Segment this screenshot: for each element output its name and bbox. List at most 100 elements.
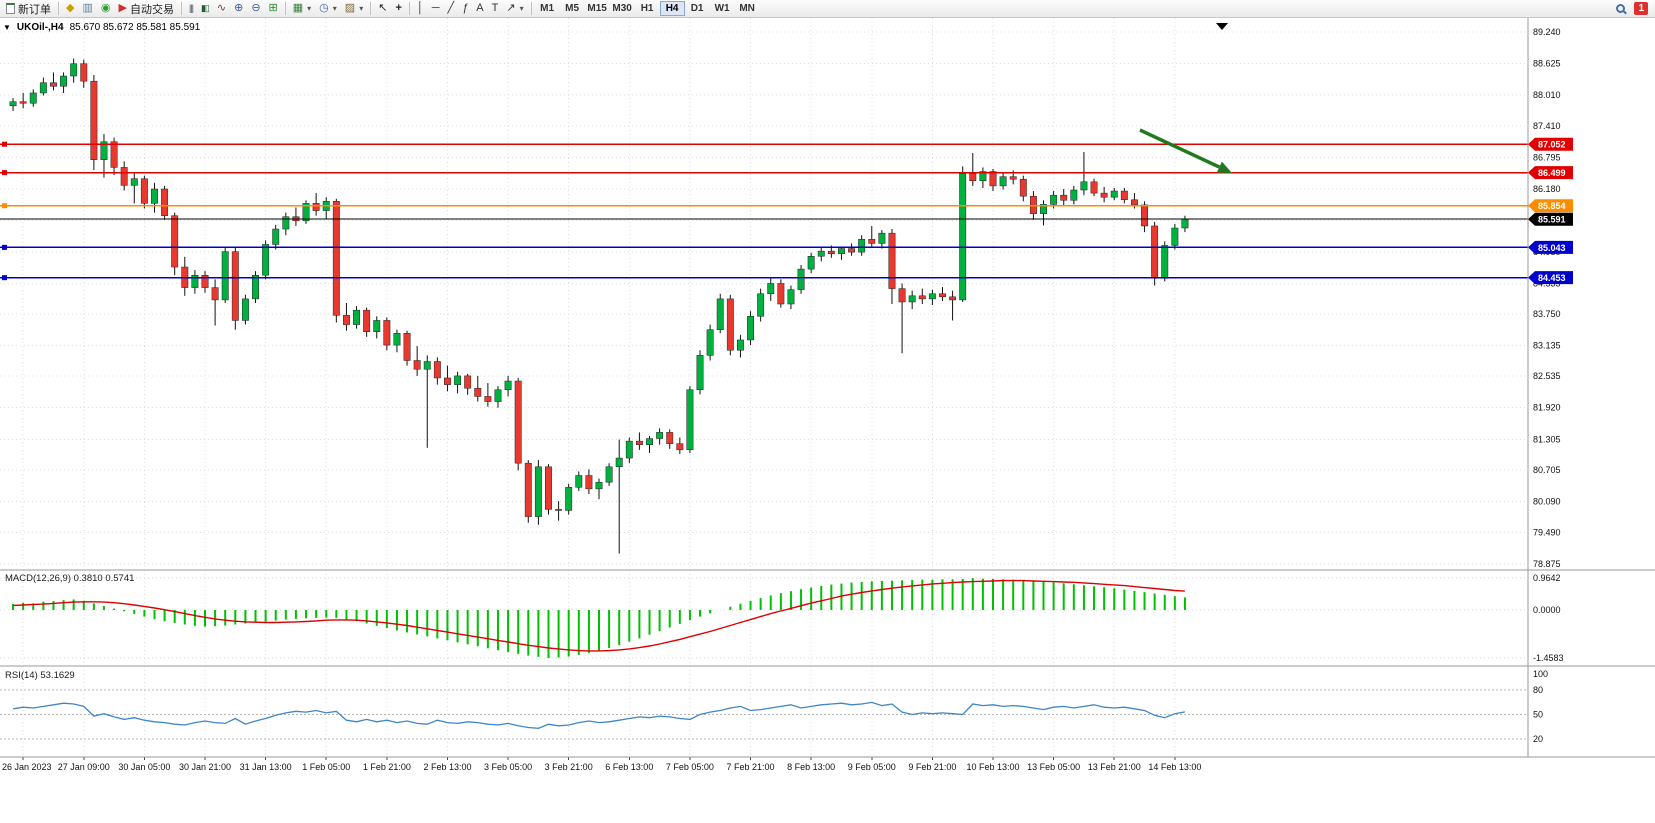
price-axis-label: 81.920 bbox=[1533, 403, 1561, 413]
templates-button[interactable]: ▨ ▾ bbox=[341, 1, 367, 17]
bear-candle bbox=[918, 295, 926, 300]
cursor-button[interactable]: ↖ bbox=[374, 1, 391, 17]
bear-candle bbox=[1029, 195, 1037, 214]
bull-candle bbox=[423, 361, 431, 370]
timeframe-mn[interactable]: MN bbox=[735, 1, 760, 16]
bear-candle bbox=[403, 333, 411, 361]
periods-button[interactable]: ◷ ▾ bbox=[315, 1, 341, 17]
bull-candle bbox=[252, 275, 259, 300]
candlestick-chart-button[interactable]: ▮▯ bbox=[197, 1, 213, 17]
horizontal-line-button[interactable]: ─ bbox=[428, 1, 444, 17]
bull-candle bbox=[605, 466, 613, 483]
time-axis-label: 9 Feb 21:00 bbox=[908, 762, 956, 772]
tile-windows-button[interactable]: ⊞ bbox=[265, 1, 282, 17]
price-badge bbox=[1528, 137, 1573, 151]
line-chart-button[interactable]: ∿ bbox=[213, 1, 230, 17]
level-line-handle[interactable] bbox=[2, 141, 7, 147]
chevron-down-icon: ▾ bbox=[519, 3, 524, 13]
main-toolbar: 新订单 ◆ ▥ ◉ ▶ 自动交易 ||| ▮▯ ∿ ⊕ ⊖ ⊞ ▦ ▾ ◷ ▾ … bbox=[0, 0, 1655, 18]
trendline-button[interactable]: ╱ bbox=[444, 1, 459, 17]
bull-candle bbox=[1110, 190, 1118, 198]
one-click-trading-toggle[interactable]: ▼ bbox=[3, 23, 11, 32]
navigator-icon: ◉ bbox=[100, 2, 111, 14]
bull-candle bbox=[787, 289, 795, 305]
timeframe-h1[interactable]: H1 bbox=[635, 1, 660, 16]
price-badge bbox=[1528, 199, 1573, 213]
bull-candle bbox=[504, 380, 512, 391]
macd-axis-label: 0.0000 bbox=[1533, 605, 1561, 615]
time-axis-label: 14 Feb 13:00 bbox=[1148, 762, 1201, 772]
bear-candle bbox=[585, 475, 593, 490]
trend-arrow-head[interactable] bbox=[1216, 161, 1232, 173]
timeframe-w1[interactable]: W1 bbox=[710, 1, 735, 16]
bull-candle bbox=[262, 244, 270, 276]
notification-badge[interactable]: 1 bbox=[1634, 2, 1648, 15]
vertical-line-icon: │ bbox=[416, 2, 424, 14]
bull-candle bbox=[373, 320, 381, 332]
timeframe-m1[interactable]: M1 bbox=[535, 1, 560, 16]
bull-candle bbox=[625, 440, 633, 459]
bull-candle bbox=[767, 283, 775, 294]
price-chart-canvas[interactable]: 26 Jan 2023 27 Jan 09:00 30 Jan 05:00 30 Ja… bbox=[0, 18, 1655, 823]
bear-candle bbox=[383, 320, 391, 346]
bull-candle bbox=[60, 75, 68, 87]
data-window-button[interactable]: ▥ bbox=[78, 1, 96, 17]
text-tool-button[interactable]: A bbox=[472, 1, 487, 17]
level-line-handle[interactable] bbox=[2, 203, 7, 209]
timeframe-d1[interactable]: D1 bbox=[685, 1, 710, 16]
bear-candle bbox=[676, 443, 684, 451]
search-icon[interactable] bbox=[1616, 4, 1626, 13]
market-watch-button[interactable]: ◆ bbox=[62, 1, 78, 17]
price-axis-label: 81.305 bbox=[1533, 434, 1561, 444]
bull-candle bbox=[615, 457, 623, 468]
bear-candle bbox=[1009, 176, 1017, 180]
zoom-in-icon: ⊕ bbox=[234, 2, 244, 14]
crosshair-button[interactable]: + bbox=[391, 1, 405, 17]
timeframe-h4[interactable]: H4 bbox=[659, 1, 685, 16]
chart-shift-marker[interactable] bbox=[1216, 23, 1228, 30]
bear-candle bbox=[1060, 194, 1068, 201]
navigator-button[interactable]: ◉ bbox=[97, 1, 115, 17]
fibonacci-button[interactable]: ƒ bbox=[458, 1, 472, 17]
timeframe-m5[interactable]: M5 bbox=[560, 1, 585, 16]
price-axis-label: 82.535 bbox=[1533, 371, 1561, 381]
arrows-tool-button[interactable]: ↗ ▾ bbox=[502, 1, 527, 17]
text-icon: A bbox=[476, 2, 484, 14]
level-line-handle[interactable] bbox=[2, 275, 7, 281]
time-axis-label: 3 Feb 21:00 bbox=[545, 762, 593, 772]
autotrading-label: 自动交易 bbox=[129, 3, 174, 16]
fibonacci-icon: ƒ bbox=[462, 2, 469, 14]
bull-candle bbox=[100, 141, 108, 160]
new-order-button[interactable]: 新订单 bbox=[2, 1, 55, 17]
bear-candle bbox=[342, 315, 350, 325]
zoom-out-button[interactable]: ⊖ bbox=[247, 1, 264, 17]
timeframe-m15[interactable]: M15 bbox=[585, 1, 610, 16]
bear-candle bbox=[19, 101, 27, 104]
bear-candle bbox=[898, 288, 906, 303]
bull-candle bbox=[39, 82, 47, 94]
macd-signal-line bbox=[13, 579, 1185, 652]
bull-candle bbox=[595, 481, 603, 490]
bear-candle bbox=[969, 173, 977, 182]
bear-candle bbox=[635, 440, 643, 445]
level-line-handle[interactable] bbox=[2, 170, 7, 176]
macd-axis-label: 0.9642 bbox=[1533, 573, 1561, 583]
text-label-button[interactable]: T bbox=[488, 1, 503, 17]
bull-candle bbox=[353, 309, 360, 325]
autotrading-button[interactable]: ▶ 自动交易 bbox=[114, 1, 177, 17]
bear-candle bbox=[868, 239, 876, 244]
vertical-line-button[interactable]: │ bbox=[413, 1, 428, 17]
bull-candle bbox=[151, 188, 158, 204]
zoom-in-button[interactable]: ⊕ bbox=[230, 1, 247, 17]
bear-candle bbox=[363, 309, 371, 332]
time-axis-label: 1 Feb 05:00 bbox=[302, 762, 350, 772]
level-line-handle[interactable] bbox=[2, 244, 7, 250]
price-axis-label: 88.010 bbox=[1533, 90, 1561, 100]
time-axis-label: 30 Jan 21:00 bbox=[179, 762, 231, 772]
timeframe-m30[interactable]: M30 bbox=[610, 1, 635, 16]
bear-candle bbox=[1100, 192, 1108, 198]
trend-arrow[interactable] bbox=[1139, 128, 1221, 169]
bear-candle bbox=[777, 283, 785, 305]
new-chart-button[interactable]: ▦ ▾ bbox=[289, 1, 315, 17]
bar-chart-button[interactable]: ||| bbox=[185, 1, 197, 17]
